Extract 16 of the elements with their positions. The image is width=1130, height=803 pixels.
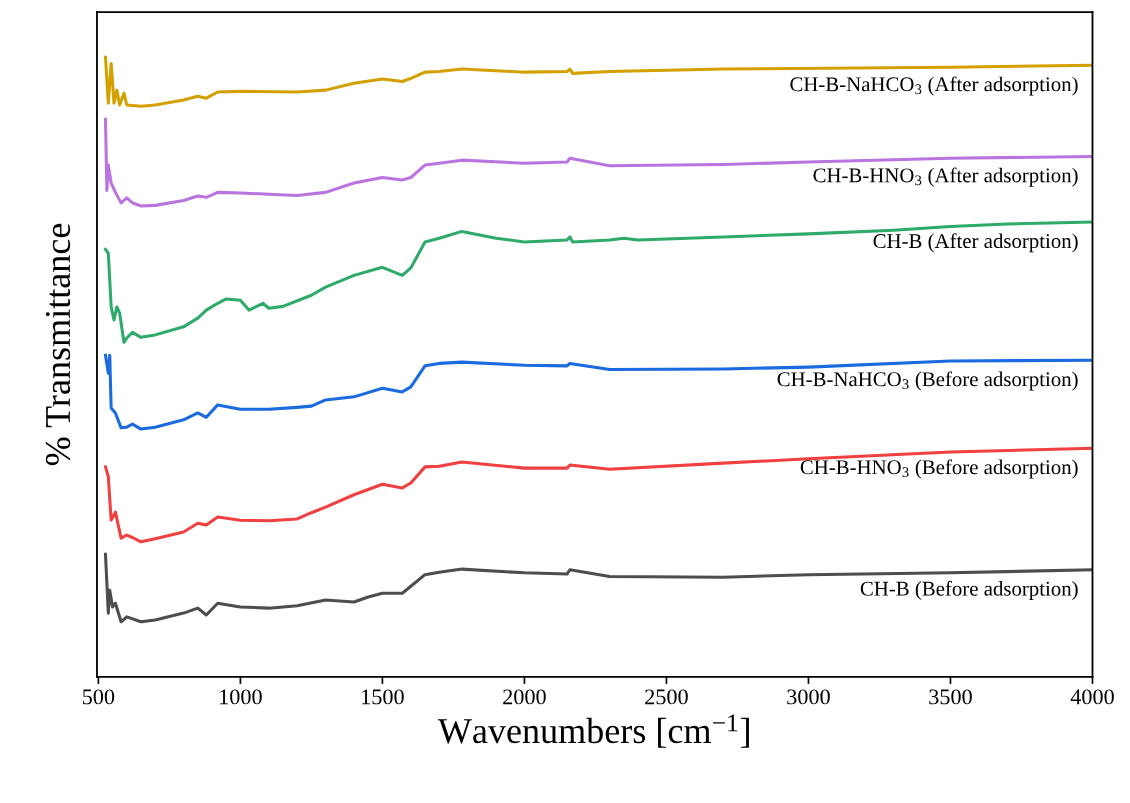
x-tick-label: 2500	[645, 689, 688, 705]
x-tick-label: 3500	[929, 689, 972, 705]
y-axis-title: % Transmittance	[45, 223, 71, 466]
x-tick-label: 4000	[1070, 689, 1114, 705]
x-tick-label: 2000	[503, 689, 546, 705]
x-tick-label: 1000	[220, 689, 262, 705]
series-label: CH-B-HNO$_{3}$ (After adsorption)	[813, 167, 1078, 187]
x-tick-label: 3000	[787, 689, 830, 705]
series-label: CH-B-HNO$_{3}$ (Before adsorption)	[800, 459, 1078, 479]
series-label: CH-B-NaHCO$_{3}$ (Before adsorption)	[777, 371, 1078, 391]
x-tick-label: 500	[83, 689, 115, 705]
series-label: CH-B-NaHCO$_{3}$ (After adsorption)	[790, 76, 1078, 96]
x-tick-label: 1500	[362, 689, 404, 705]
series-label: CH-B (Before adsorption)	[860, 580, 1078, 600]
series-label: CH-B (After adsorption)	[873, 233, 1078, 253]
x-axis-title: Wavenumbers [cm$^{−1}$]	[437, 714, 749, 748]
